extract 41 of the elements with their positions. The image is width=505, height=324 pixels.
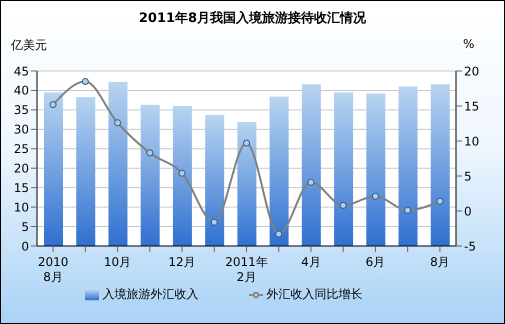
y2-tick-label: 15: [464, 99, 480, 114]
y2-tick-label: 0: [464, 204, 472, 218]
y-tick-label: 40: [14, 84, 29, 98]
x-tick-label: 6月: [366, 255, 386, 269]
bar: [430, 84, 450, 246]
bar: [76, 97, 96, 246]
y-tick-label: 10: [14, 200, 29, 214]
bar: [205, 114, 224, 246]
bar: [108, 82, 128, 246]
y-tick-label: 0: [21, 239, 29, 254]
y2-tick-label: 5: [464, 169, 472, 184]
y-tick-label: 5: [21, 220, 29, 234]
x-tick-label: 2011年 2月: [225, 255, 268, 284]
bar: [237, 122, 256, 246]
bar: [44, 92, 63, 246]
y-tick-label: 30: [14, 122, 29, 137]
x-tick-label: 12月: [168, 255, 196, 269]
x-tick-label: 8月: [430, 255, 450, 269]
y-tick-label: 15: [14, 180, 29, 195]
y2-tick-label: 20: [464, 64, 480, 78]
bar: [334, 92, 354, 246]
legend-label: 入境旅游外汇收入: [102, 287, 198, 301]
chart-title: 2011年8月我国入境旅游接待收汇情况: [138, 10, 368, 27]
y2-axis-title: %: [463, 37, 474, 51]
legend-label: 外汇收入同比增长: [266, 287, 362, 301]
y-tick-label: 20: [14, 161, 29, 176]
bar: [302, 84, 321, 246]
bar: [140, 104, 160, 246]
bar: [270, 96, 289, 246]
bar: [172, 106, 192, 246]
y2-tick-label: 10: [464, 134, 480, 148]
bar: [398, 86, 418, 246]
y-tick-label: 35: [14, 103, 29, 118]
x-tick-label: 10月: [104, 255, 132, 269]
bar: [366, 94, 386, 246]
y-tick-label: 25: [14, 142, 29, 156]
x-tick-label: 4月: [301, 255, 321, 269]
y2-tick-label: -5: [464, 239, 476, 254]
y-axis-title: 亿美元: [11, 37, 47, 54]
x-tick-label: 2010 8月: [38, 255, 68, 284]
y-tick-label: 45: [14, 64, 29, 78]
